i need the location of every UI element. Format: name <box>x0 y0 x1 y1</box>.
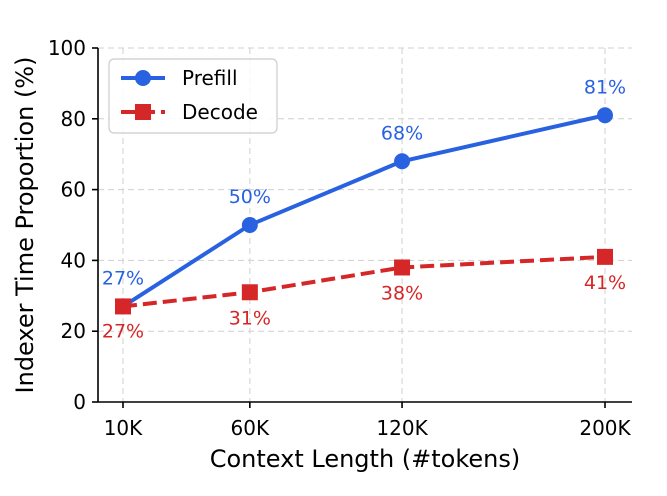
x-tick-label: 120K <box>376 416 428 440</box>
x-tick-label: 200K <box>579 416 631 440</box>
legend-label-decode: Decode <box>182 100 258 124</box>
data-label-prefill: 68% <box>381 122 423 144</box>
x-tick-label: 10K <box>104 416 143 440</box>
y-tick-label: 40 <box>61 248 86 272</box>
data-label-prefill: 50% <box>229 186 271 208</box>
data-point-decode <box>115 298 131 315</box>
legend-label-prefill: Prefill <box>182 66 238 90</box>
legend-marker-prefill <box>135 70 151 86</box>
data-label-prefill: 81% <box>584 76 626 98</box>
y-tick-label: 80 <box>61 107 86 131</box>
legend: Prefill Decode <box>108 58 278 134</box>
data-point-prefill <box>597 107 613 124</box>
data-point-decode <box>597 248 613 265</box>
x-tick-label: 60K <box>231 416 270 440</box>
y-tick-label: 60 <box>61 178 86 202</box>
data-point-decode <box>394 259 411 276</box>
series-line-decode <box>122 254 606 309</box>
legend-marker-decode <box>135 104 151 120</box>
data-label-decode: 41% <box>584 272 626 294</box>
data-point-decode <box>241 284 258 301</box>
y-tick-label: 0 <box>73 390 86 414</box>
data-point-prefill <box>241 217 258 233</box>
y-axis-title: Indexer Time Proportion (%) <box>11 57 39 394</box>
data-labels: 27% 50% 68% 81% 27% 31% 38% 41% <box>102 76 626 342</box>
x-axis-title: Context Length (#tokens) <box>210 445 521 473</box>
data-label-decode: 38% <box>381 282 423 304</box>
y-tick-label: 100 <box>48 36 86 60</box>
data-label-decode: 27% <box>102 320 144 342</box>
data-point-prefill <box>394 153 411 170</box>
series-line-prefill <box>121 113 606 309</box>
series-layer <box>115 107 613 315</box>
axes: 0 20 40 60 80 100 10K 60K 120K 200K <box>48 36 632 440</box>
data-label-decode: 31% <box>229 307 271 329</box>
data-label-prefill: 27% <box>102 267 144 289</box>
y-tick-label: 20 <box>61 319 86 343</box>
